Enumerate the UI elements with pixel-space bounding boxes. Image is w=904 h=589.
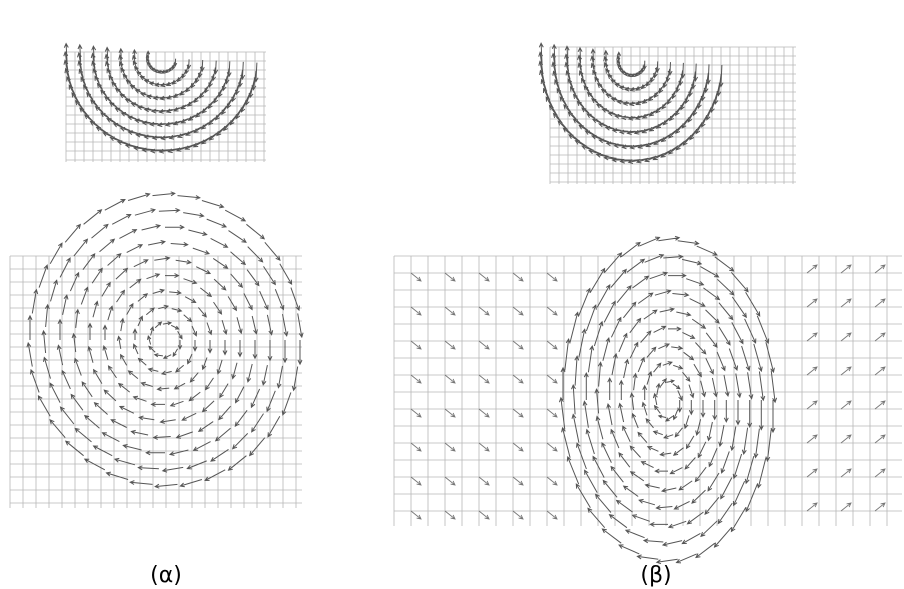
swirl-vectors: [27, 192, 303, 488]
panel-label: (β): [640, 563, 671, 588]
figure: (α) (β): [0, 0, 904, 589]
swirl-vectors: [559, 236, 776, 563]
vector-fields: [10, 43, 902, 564]
panel-label: (α): [150, 563, 182, 588]
grid: [10, 256, 302, 508]
background-vectors: [411, 273, 557, 519]
